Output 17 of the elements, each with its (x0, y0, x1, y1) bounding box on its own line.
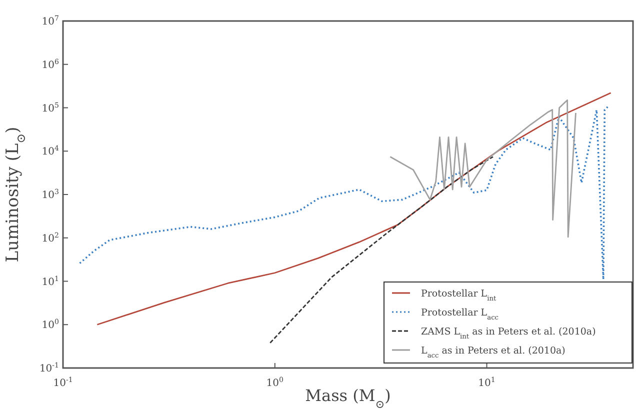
x-tick-label: 10$^{1}$ (478, 376, 496, 389)
y-tick-label: 10$^{5}$ (42, 101, 59, 114)
y-tick-label: 10$^{1}$ (42, 274, 59, 288)
x-tick-label: 10$^{0}$ (266, 376, 284, 389)
x-axis-title: Mass (M$_{⊙}$) (305, 386, 391, 410)
y-tick-label: 10$^{7}$ (42, 14, 59, 28)
x-tick-label: 10$^{-1}$ (53, 376, 73, 389)
legend-label: L$_{acc}$ as in Peters et al. (2010a) (421, 345, 566, 360)
y-tick-label: 10$^{2}$ (42, 231, 59, 244)
y-tick-label: 10$^{4}$ (42, 144, 60, 158)
legend-label: Protostellar L$_{int}$ (421, 288, 497, 302)
y-tick-label: 10$^{3}$ (42, 188, 59, 201)
y-tick-label: 10$^{-1}$ (39, 362, 59, 374)
y-tick-label: 10$^{6}$ (42, 58, 60, 71)
legend-label: ZAMS L$_{int}$ as in Peters et al. (2010a) (421, 326, 596, 340)
legend-label: Protostellar L$_{acc}$ (421, 307, 499, 322)
y-tick-label: 10$^{0}$ (42, 318, 59, 332)
